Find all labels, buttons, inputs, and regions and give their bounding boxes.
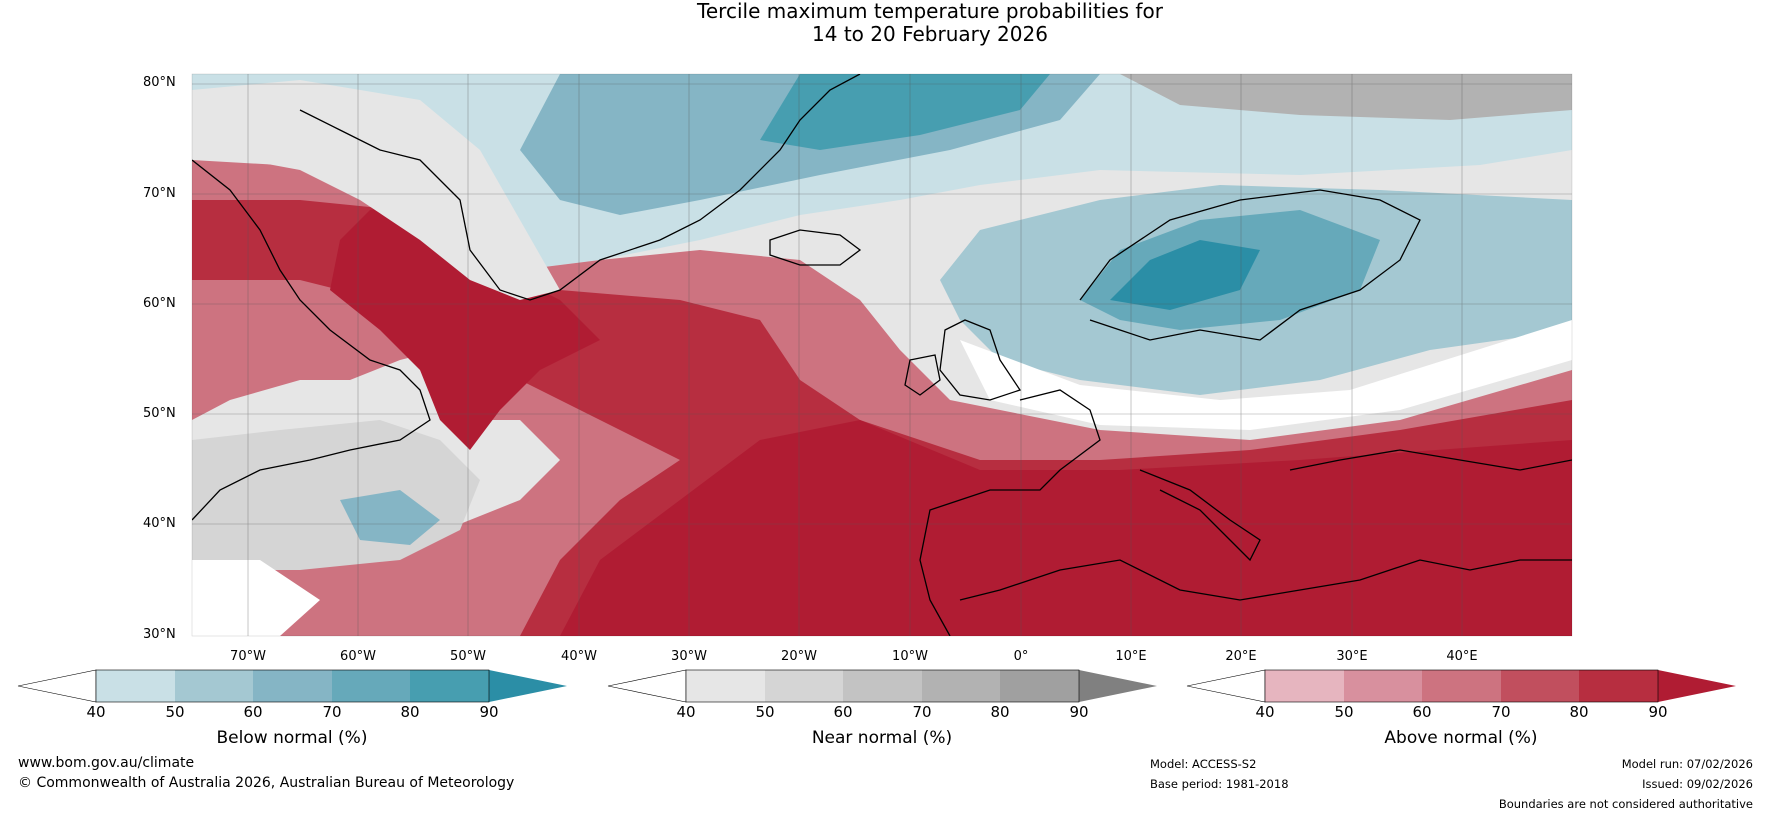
lat-label: 60°N bbox=[143, 296, 176, 311]
legend-label-below: Below normal (%) bbox=[216, 728, 368, 748]
lon-label: 20°E bbox=[1225, 649, 1257, 664]
footer-base-period: Base period: 1981-2018 bbox=[1150, 777, 1289, 791]
legend-above-low-arrow bbox=[1186, 669, 1266, 703]
footer-model: Model: ACCESS-S2 bbox=[1150, 757, 1257, 771]
legend-below-low-arrow bbox=[17, 669, 97, 703]
north-africa-coast bbox=[959, 559, 1572, 601]
legend-near-normal bbox=[607, 669, 1157, 703]
footer-disclaimer: Boundaries are not considered authoritat… bbox=[1498, 797, 1753, 811]
legend-near-bin-5 bbox=[1000, 670, 1079, 702]
iceland-coast bbox=[769, 229, 862, 266]
legend-below-bin-1 bbox=[96, 670, 175, 702]
map-field bbox=[192, 74, 1572, 636]
title-line-2: 14 to 20 February 2026 bbox=[812, 22, 1048, 46]
legend-tick: 40 bbox=[1255, 703, 1275, 721]
lon-label: 70°W bbox=[230, 649, 266, 664]
legend-tick: 70 bbox=[912, 703, 932, 721]
legend-above-high-arrow bbox=[1658, 670, 1736, 702]
map-frame bbox=[191, 73, 1573, 637]
below-normal-southwest bbox=[340, 490, 440, 545]
legend-above-bin-3 bbox=[1422, 670, 1501, 702]
black-sea-coast bbox=[1289, 449, 1572, 471]
near-normal-arctic bbox=[1120, 74, 1572, 120]
italy-coast bbox=[1139, 469, 1261, 562]
footer-copyright: © Commonwealth of Australia 2026, Austra… bbox=[18, 775, 515, 791]
footer-model-run: Model run: 07/02/2026 bbox=[1621, 757, 1753, 771]
lat-label: 70°N bbox=[143, 186, 176, 201]
no-signal-band bbox=[960, 320, 1572, 430]
legend-below-high-arrow bbox=[489, 670, 567, 702]
legend-tick: 80 bbox=[400, 703, 420, 721]
legend-label-above: Above normal (%) bbox=[1384, 728, 1538, 748]
coastlines bbox=[192, 74, 1572, 636]
no-signal-southwest bbox=[192, 560, 320, 636]
legend-tick: 90 bbox=[1648, 703, 1668, 721]
legend-tick: 60 bbox=[833, 703, 853, 721]
lon-label: 10°E bbox=[1115, 649, 1147, 664]
legend-below-normal bbox=[17, 669, 567, 703]
legend-tick: 40 bbox=[86, 703, 106, 721]
greenland-coast bbox=[299, 74, 861, 301]
below-normal-core-north bbox=[760, 74, 1050, 150]
legend-tick: 80 bbox=[1569, 703, 1589, 721]
legend-tick: 90 bbox=[1069, 703, 1089, 721]
legend-below-bin-5 bbox=[410, 670, 489, 702]
legend-tick: 70 bbox=[322, 703, 342, 721]
legend-above-bin-5 bbox=[1579, 670, 1658, 702]
lon-label: 0° bbox=[1013, 649, 1029, 664]
legend-near-high-arrow bbox=[1079, 670, 1157, 702]
legend-near-low-arrow bbox=[607, 669, 687, 703]
lon-label: 40°W bbox=[561, 649, 597, 664]
legend-near-bin-3 bbox=[843, 670, 922, 702]
legend-tick: 50 bbox=[165, 703, 185, 721]
lon-label: 40°E bbox=[1446, 649, 1478, 664]
lon-label: 50°W bbox=[450, 649, 486, 664]
legend-below-bin-2 bbox=[175, 670, 253, 702]
britain-coast bbox=[939, 319, 1022, 401]
legend-tick: 80 bbox=[990, 703, 1010, 721]
lat-label: 80°N bbox=[143, 75, 176, 90]
above-normal-core-labrador bbox=[330, 200, 600, 450]
legend-tick: 60 bbox=[243, 703, 263, 721]
legend-near-bin-1 bbox=[686, 670, 765, 702]
footer-issued: Issued: 09/02/2026 bbox=[1642, 777, 1753, 791]
legend-tick: 50 bbox=[1334, 703, 1354, 721]
legend-above-bin-2 bbox=[1344, 670, 1422, 702]
legend-tick: 50 bbox=[755, 703, 775, 721]
lon-label: 60°W bbox=[340, 649, 376, 664]
legend-above-bin-1 bbox=[1265, 670, 1344, 702]
title-line-1: Tercile maximum temperature probabilitie… bbox=[697, 0, 1163, 23]
lat-label: 30°N bbox=[143, 627, 176, 642]
legend-near-bin-2 bbox=[765, 670, 843, 702]
legend-tick: 70 bbox=[1491, 703, 1511, 721]
above-normal-core-atlantic-med bbox=[560, 420, 1572, 636]
lat-label: 50°N bbox=[143, 406, 176, 421]
legend-above-normal bbox=[1186, 669, 1736, 703]
map-title: Tercile maximum temperature probabilitie… bbox=[0, 0, 1770, 46]
lon-label: 30°E bbox=[1336, 649, 1368, 664]
legend-tick: 90 bbox=[479, 703, 499, 721]
lat-label: 40°N bbox=[143, 516, 176, 531]
ireland-coast bbox=[904, 354, 941, 396]
legend-below-bin-3 bbox=[253, 670, 332, 702]
legend-label-near: Near normal (%) bbox=[811, 728, 953, 748]
below-normal-core-scandinavia bbox=[1110, 240, 1260, 310]
legend-tick: 40 bbox=[676, 703, 696, 721]
legend-below-bin-4 bbox=[332, 670, 410, 702]
legend-tick: 60 bbox=[1412, 703, 1432, 721]
legend-above-bin-4 bbox=[1501, 670, 1579, 702]
lon-label: 10°W bbox=[892, 649, 928, 664]
iberia-coast bbox=[919, 389, 1101, 636]
footer-website: www.bom.gov.au/climate bbox=[18, 755, 195, 771]
lon-label: 30°W bbox=[671, 649, 707, 664]
north-america-coast bbox=[192, 159, 431, 521]
scandinavia-coast bbox=[1079, 189, 1421, 341]
lon-label: 20°W bbox=[781, 649, 817, 664]
legend-near-bin-4 bbox=[922, 670, 1000, 702]
